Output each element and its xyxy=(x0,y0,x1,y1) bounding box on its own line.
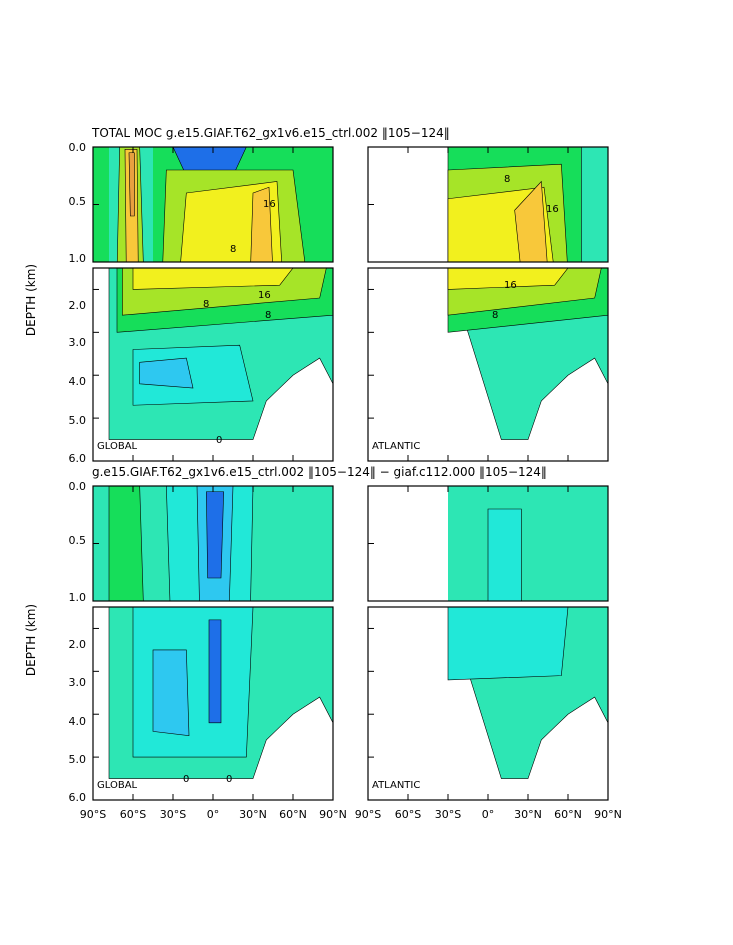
top-atlantic-panel xyxy=(367,146,609,462)
lower-fill xyxy=(447,607,608,800)
bottom-ytick-1: 0.5 xyxy=(69,534,87,547)
bottom-ytick-7: 6.0 xyxy=(69,791,87,804)
fill-band xyxy=(152,649,190,737)
upper-fill xyxy=(93,486,333,601)
top-y-axis-label: DEPTH (km) xyxy=(24,264,38,336)
fill-band xyxy=(206,491,224,579)
bottom-ytick-5: 4.0 xyxy=(69,715,87,728)
bottom-ytick-0: 0.0 xyxy=(69,480,87,493)
fill-band xyxy=(208,619,222,724)
contour-label: 8 xyxy=(492,310,498,321)
xtick-right-1: 60°S xyxy=(395,808,421,821)
top-chart-title: TOTAL MOC g.e15.GIAF.T62_gx1v6.e15_ctrl.… xyxy=(91,126,450,140)
contour-label: 16 xyxy=(263,199,276,210)
contour-label: 0 xyxy=(216,435,222,446)
bottom-ytick-2: 1.0 xyxy=(69,591,87,604)
xtick-right-5: 60°N xyxy=(554,808,582,821)
top-ytick-0: 0.0 xyxy=(69,141,87,154)
xtick-right-3: 0° xyxy=(482,808,495,821)
top-ytick-6: 5.0 xyxy=(69,414,87,427)
top-global-panel xyxy=(92,146,334,462)
contour-label: 8 xyxy=(230,244,236,255)
xtick-left-1: 60°S xyxy=(120,808,146,821)
xtick-left-6: 90°N xyxy=(319,808,347,821)
xtick-right-2: 30°S xyxy=(435,808,461,821)
bottom-ytick-3: 2.0 xyxy=(69,638,87,651)
xtick-left-4: 30°N xyxy=(239,808,267,821)
contour-label: 8 xyxy=(203,299,209,310)
bottom-ytick-6: 5.0 xyxy=(69,753,87,766)
bottom-atlantic-panel xyxy=(367,485,609,801)
fill-band xyxy=(487,508,522,601)
upper-fill xyxy=(448,486,608,601)
xtick-left-5: 60°N xyxy=(279,808,307,821)
contour-label: 0 xyxy=(226,774,232,785)
fill-band xyxy=(514,180,548,262)
lower-fill xyxy=(447,268,608,461)
contour-label: 16 xyxy=(504,280,517,291)
contour-label: 16 xyxy=(258,290,271,301)
fill-band xyxy=(132,607,254,758)
upper-fill xyxy=(447,147,608,262)
fill-band xyxy=(447,268,569,290)
xtick-left-0: 90°S xyxy=(80,808,106,821)
bottom-chart-title: g.e15.GIAF.T62_gx1v6.e15_ctrl.002 ‖105−1… xyxy=(92,465,547,479)
fill-base xyxy=(448,486,608,601)
top-ytick-1: 0.5 xyxy=(69,195,87,208)
bottom-y-axis-label: DEPTH (km) xyxy=(24,604,38,676)
fill-band xyxy=(250,186,273,262)
xtick-right-0: 90°S xyxy=(355,808,381,821)
top-global-region-label: GLOBAL xyxy=(97,441,138,452)
fill-band xyxy=(108,486,144,601)
top-ytick-7: 6.0 xyxy=(69,452,87,465)
bottom-ytick-4: 3.0 xyxy=(69,676,87,689)
contour-label: 8 xyxy=(504,174,510,185)
xtick-right-4: 30°N xyxy=(514,808,542,821)
contour-label: 0 xyxy=(183,774,189,785)
lower-fill xyxy=(93,607,333,800)
top-ytick-2: 1.0 xyxy=(69,252,87,265)
top-global-contour-labels: 8 16 8 8 16 0 xyxy=(203,199,276,446)
top-atlantic-contour-labels: 8 16 16 8 xyxy=(492,174,559,321)
fill-band xyxy=(132,268,294,290)
fill-band xyxy=(139,357,194,389)
bottom-atlantic-region-label: ATLANTIC xyxy=(372,780,420,791)
lower-fill xyxy=(93,268,333,461)
upper-fill xyxy=(93,147,333,262)
top-atlantic-region-label: ATLANTIC xyxy=(372,441,420,452)
contour-label: 8 xyxy=(265,310,271,321)
contour-label: 16 xyxy=(546,204,559,215)
xtick-right-6: 90°N xyxy=(594,808,622,821)
bottom-global-region-label: GLOBAL xyxy=(97,780,138,791)
xtick-left-3: 0° xyxy=(207,808,220,821)
xtick-left-2: 30°S xyxy=(160,808,186,821)
bottom-global-panel xyxy=(92,485,334,801)
top-ytick-3: 2.0 xyxy=(69,299,87,312)
bottom-global-contour-labels: 0 0 xyxy=(183,774,232,785)
top-ytick-4: 3.0 xyxy=(69,336,87,349)
top-ytick-5: 4.0 xyxy=(69,375,87,388)
fill-band xyxy=(447,607,569,681)
